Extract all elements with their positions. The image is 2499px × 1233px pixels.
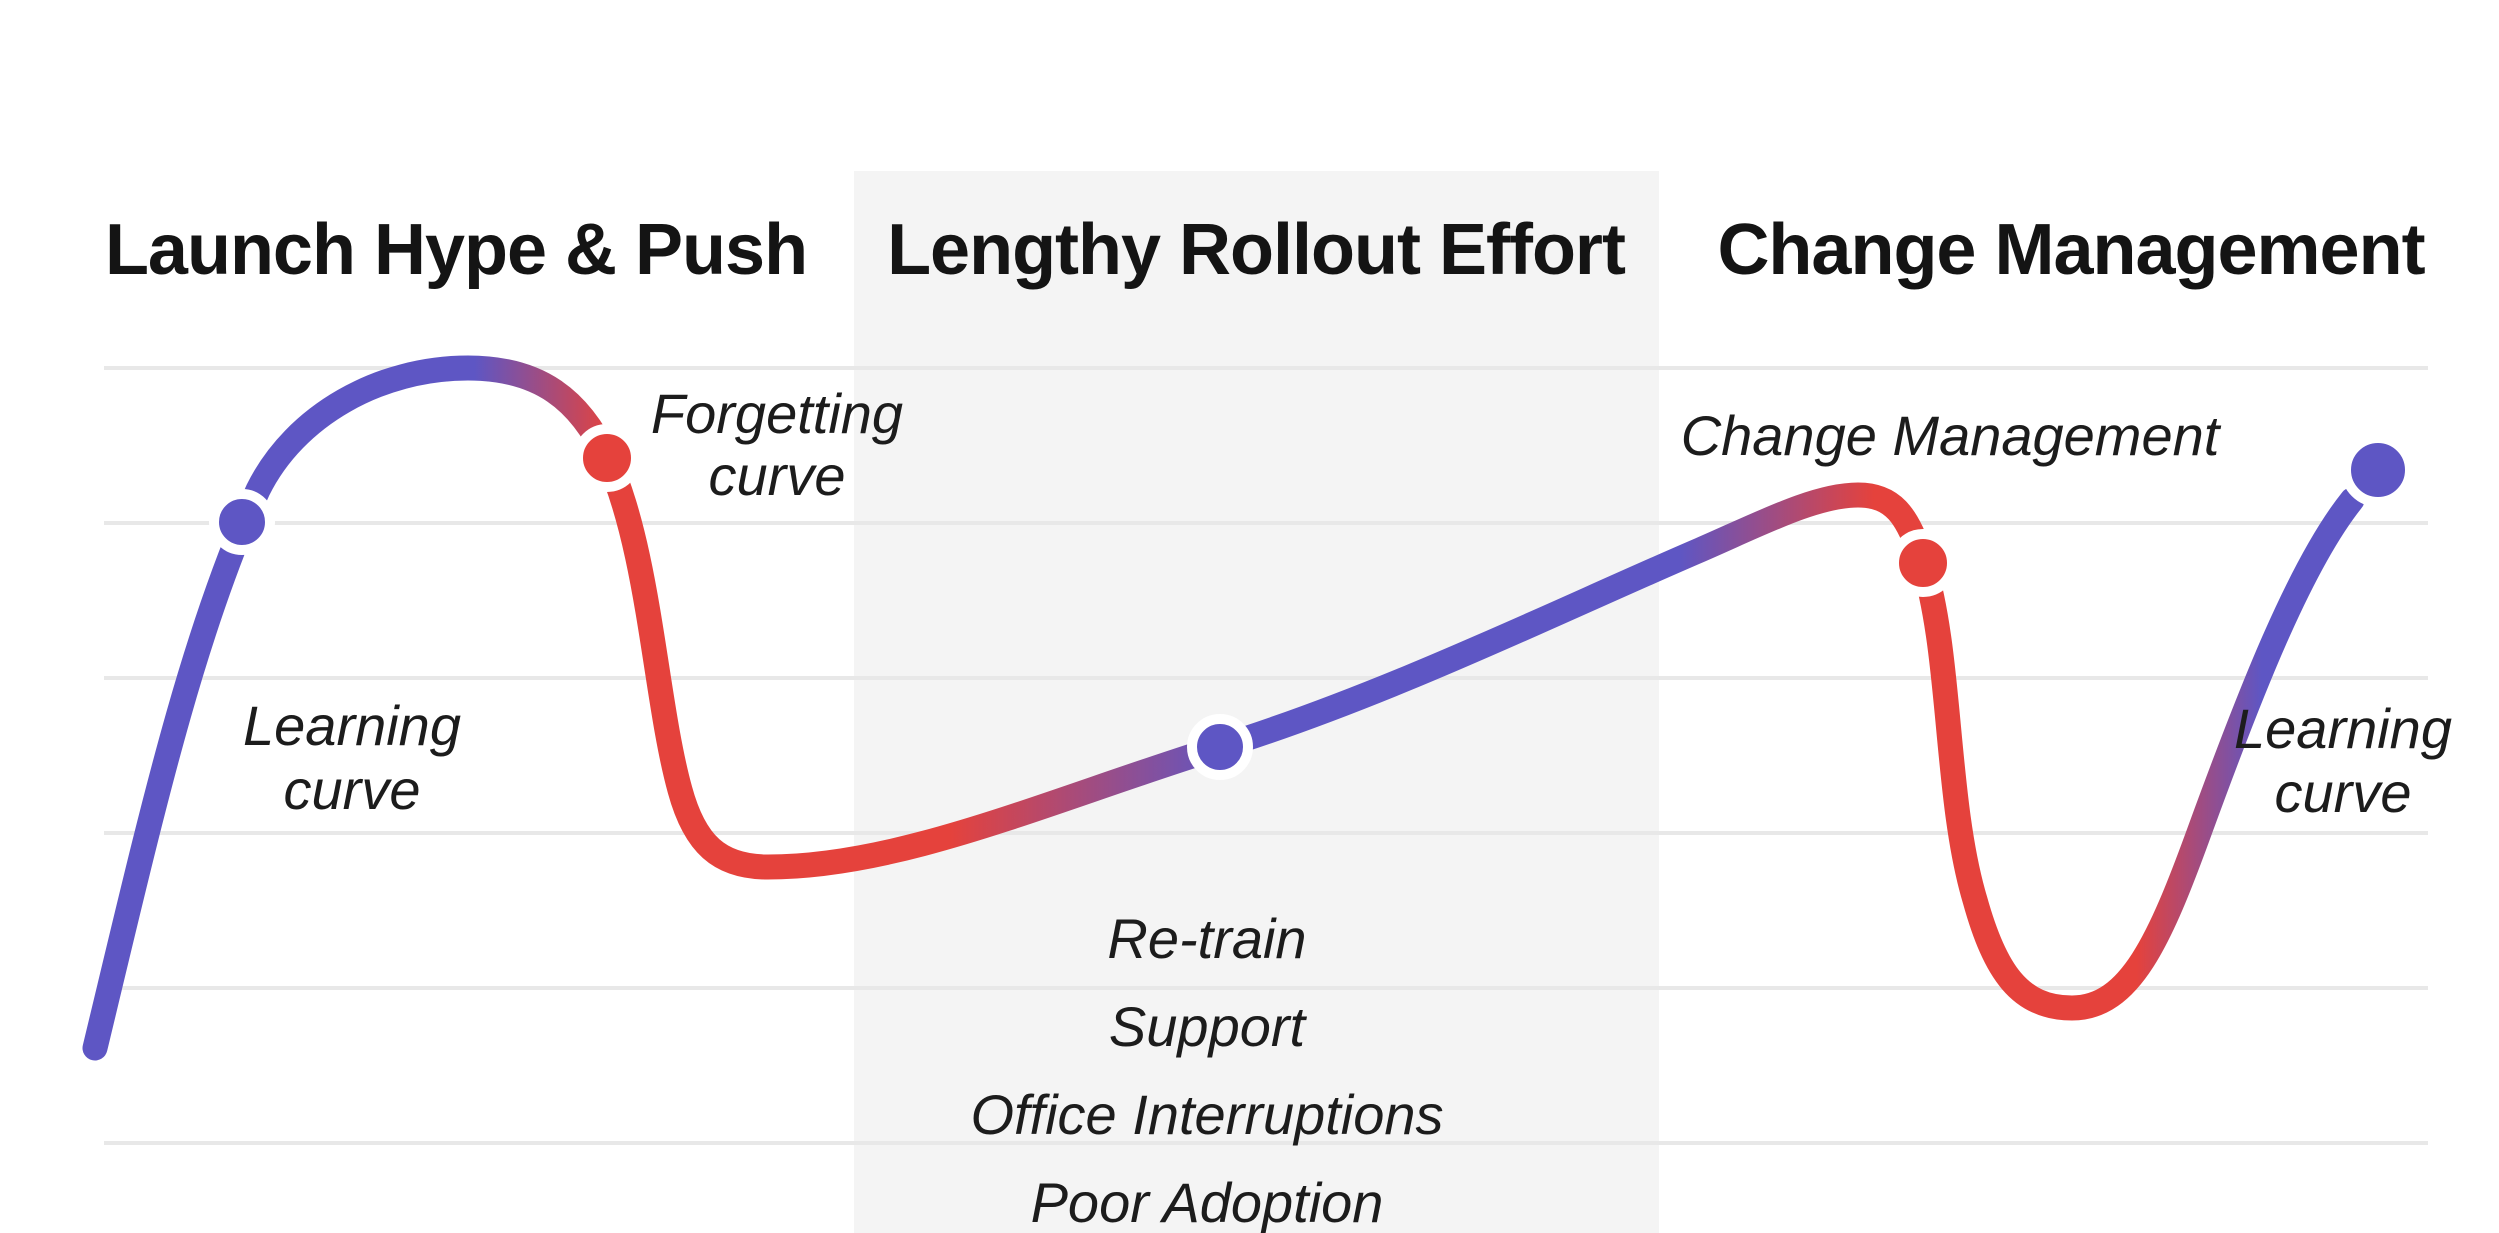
label-line: curve [284,758,421,821]
gridlines [104,366,2428,1145]
label-line: Support [1109,995,1308,1058]
label-learning-curve-right: Learning curve [2234,697,2452,824]
milestone-dot-learning-1 [209,489,275,555]
label-change-management: Change Management [1681,404,2222,467]
label-learning-curve-left: Learning curve [243,694,461,821]
label-line: Poor Adoption [1031,1171,1384,1233]
label-line: Learning [243,694,461,757]
phase-header-rollout: Lengthy Rollout Effort [887,210,1626,290]
adoption-curve [82,355,2365,1061]
rollout-phase-band [854,171,1659,1233]
label-line: Forgetting [651,382,903,445]
phase-header-launch: Launch Hype & Push [105,210,807,290]
label-line: Learning [2234,697,2452,760]
milestone-dot-learning-final [2341,433,2415,507]
label-line: Re-train [1107,907,1306,970]
label-forgetting-curve: Forgetting curve [651,382,903,507]
label-line: curve [709,444,846,507]
label-rollout-pains: Re-train Support Office Interruptions Po… [970,907,1443,1233]
milestone-dot-change-mgmt [1889,529,1957,597]
label-line: Office Interruptions [970,1083,1443,1146]
milestone-dot-forgetting [573,424,641,492]
phase-header-change: Change Management [1717,210,2425,290]
milestone-dot-rollout-mid [1187,714,1253,780]
label-line: curve [2275,761,2412,824]
